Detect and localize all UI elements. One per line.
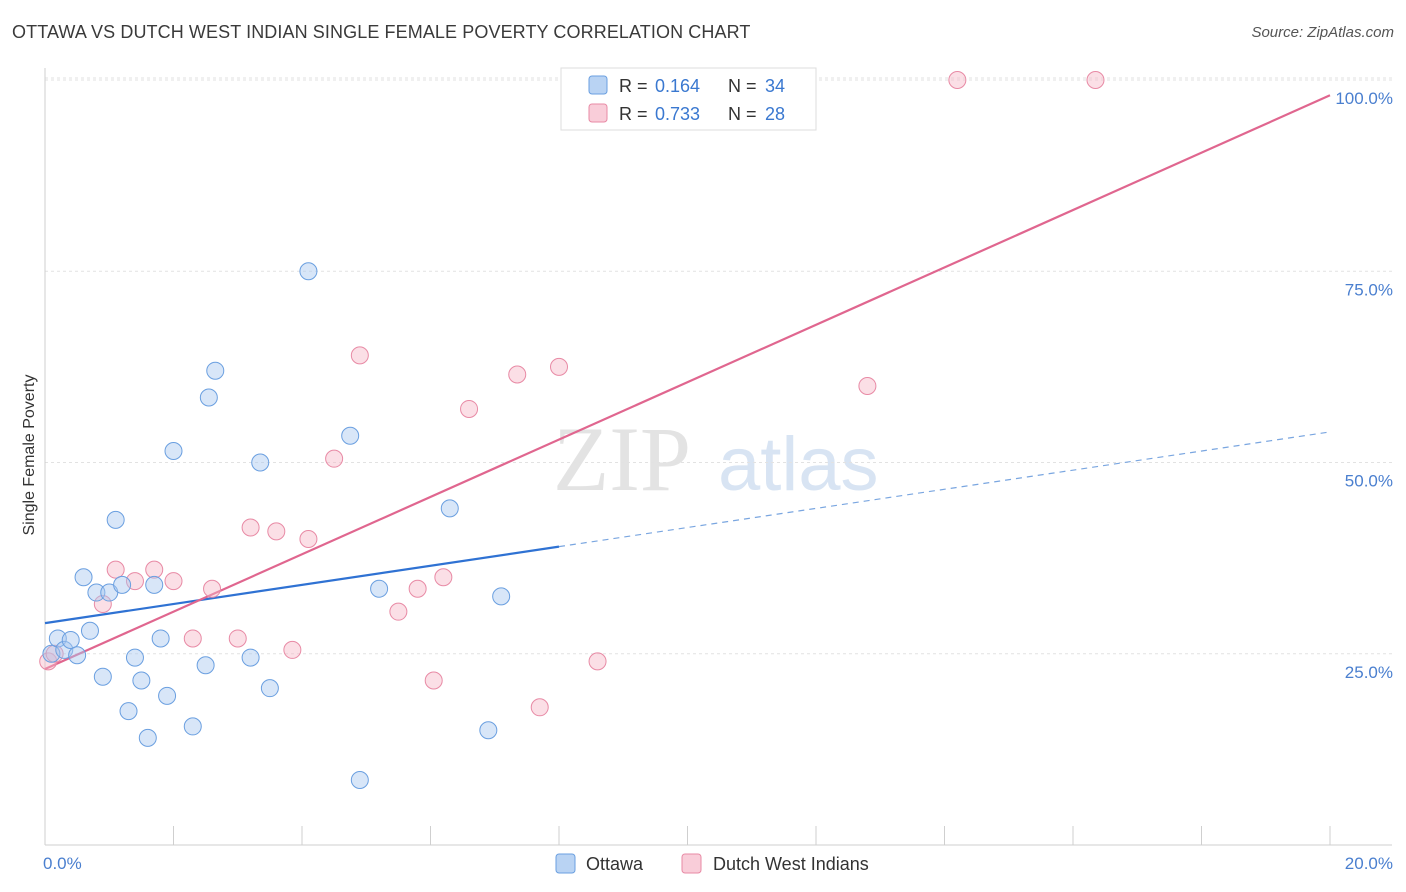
tick-labels: 25.0% 50.0% 75.0% 100.0% 0.0% 20.0% — [43, 89, 1393, 873]
legend-n-value-ottawa: 34 — [765, 76, 785, 96]
watermark-atlas: atlas — [718, 422, 879, 507]
watermark-zip: ZIP — [553, 408, 691, 510]
point-dutch-west-indians — [325, 449, 344, 468]
point-ottawa — [196, 656, 215, 675]
y-tick-label: 25.0% — [1345, 663, 1393, 682]
point-dutch-west-indians — [350, 346, 369, 365]
point-ottawa — [440, 499, 459, 518]
bottom-legend-swatch-dutch-west-indians — [681, 853, 702, 874]
x-tick-label: 20.0% — [1345, 854, 1393, 873]
point-ottawa — [125, 648, 144, 667]
point-ottawa — [199, 388, 218, 407]
stats-legend: R = 0.164 N = 34 R = 0.733 N = 28 — [560, 67, 817, 131]
point-dutch-west-indians — [1086, 71, 1105, 89]
x-tick-label: 0.0% — [43, 854, 82, 873]
point-ottawa — [183, 717, 202, 736]
axes — [44, 68, 1392, 846]
y-axis-label: Single Female Poverty — [21, 375, 38, 536]
grid-lines — [45, 77, 1392, 655]
point-ottawa — [113, 575, 132, 594]
point-dutch-west-indians — [460, 399, 479, 418]
legend-n-label-ottawa: N = — [728, 76, 757, 96]
point-ottawa — [74, 568, 93, 587]
series-legend: Ottawa Dutch West Indians — [555, 853, 869, 874]
point-dutch-west-indians — [508, 365, 527, 384]
point-ottawa — [151, 629, 170, 648]
point-dutch-west-indians — [424, 671, 443, 690]
point-dutch-west-indians — [858, 377, 877, 395]
point-dutch-west-indians — [228, 629, 247, 648]
chart-source: Source: ZipAtlas.com — [1251, 24, 1394, 41]
point-ottawa — [370, 579, 389, 598]
point-ottawa — [260, 679, 279, 698]
point-dutch-west-indians — [241, 518, 260, 537]
point-dutch-west-indians — [434, 568, 453, 587]
y-tick-label: 100.0% — [1335, 89, 1393, 108]
legend-swatch-dutch-west-indians — [588, 103, 608, 123]
trend-line-ottawa-projection — [558, 431, 1331, 548]
point-ottawa — [206, 361, 225, 380]
point-ottawa — [341, 426, 360, 445]
point-ottawa — [87, 583, 106, 602]
point-ottawa — [350, 770, 369, 789]
legend-r-value-dutch-west-indians: 0.733 — [655, 104, 700, 124]
point-ottawa — [492, 587, 511, 606]
point-ottawa — [93, 667, 112, 686]
point-ottawa — [80, 621, 99, 640]
point-dutch-west-indians — [550, 357, 568, 376]
y-tick-label: 75.0% — [1345, 280, 1393, 299]
y-tick-label: 50.0% — [1345, 472, 1393, 491]
point-dutch-west-indians — [948, 71, 967, 89]
legend-n-label-dutch-west-indians: N = — [728, 104, 757, 124]
point-ottawa — [138, 728, 157, 747]
point-ottawa — [164, 442, 183, 461]
point-dutch-west-indians — [93, 595, 112, 614]
bottom-legend-swatch-ottawa — [555, 853, 576, 874]
point-dutch-west-indians — [389, 602, 408, 621]
point-ottawa — [145, 575, 164, 594]
legend-r-label-dutch-west-indians: R = — [619, 104, 648, 124]
point-dutch-west-indians — [267, 522, 286, 541]
point-dutch-west-indians — [203, 579, 222, 598]
legend-swatch-ottawa — [588, 75, 608, 95]
point-dutch-west-indians — [408, 579, 427, 598]
point-ottawa — [132, 671, 151, 690]
point-ottawa — [299, 262, 318, 281]
point-dutch-west-indians — [145, 560, 164, 579]
scatter-points — [39, 71, 1105, 789]
point-dutch-west-indians — [106, 560, 125, 579]
trend-lines — [44, 94, 1331, 671]
point-ottawa — [119, 702, 138, 721]
trend-line-dutch-west-indians — [44, 94, 1331, 671]
point-dutch-west-indians — [283, 640, 302, 659]
bottom-legend-label-dutch-west-indians: Dutch West Indians — [713, 854, 869, 874]
point-ottawa — [61, 630, 80, 649]
trend-line-ottawa — [44, 545, 560, 625]
bottom-legend-label-ottawa: Ottawa — [586, 854, 644, 874]
point-ottawa — [241, 648, 260, 667]
point-dutch-west-indians — [164, 572, 183, 591]
point-ottawa — [479, 721, 498, 740]
legend-r-value-ottawa: 0.164 — [655, 76, 700, 96]
point-dutch-west-indians — [299, 530, 318, 548]
point-ottawa — [48, 629, 67, 648]
legend-n-value-dutch-west-indians: 28 — [765, 104, 785, 124]
chart-title: OTTAWA VS DUTCH WEST INDIAN SINGLE FEMAL… — [12, 22, 751, 42]
point-ottawa — [251, 453, 270, 472]
point-dutch-west-indians — [183, 629, 202, 648]
legend-r-label-ottawa: R = — [619, 76, 648, 96]
point-ottawa — [106, 510, 125, 529]
point-dutch-west-indians — [588, 652, 607, 671]
point-ottawa — [158, 686, 177, 705]
point-dutch-west-indians — [530, 698, 549, 717]
point-ottawa — [68, 646, 87, 665]
